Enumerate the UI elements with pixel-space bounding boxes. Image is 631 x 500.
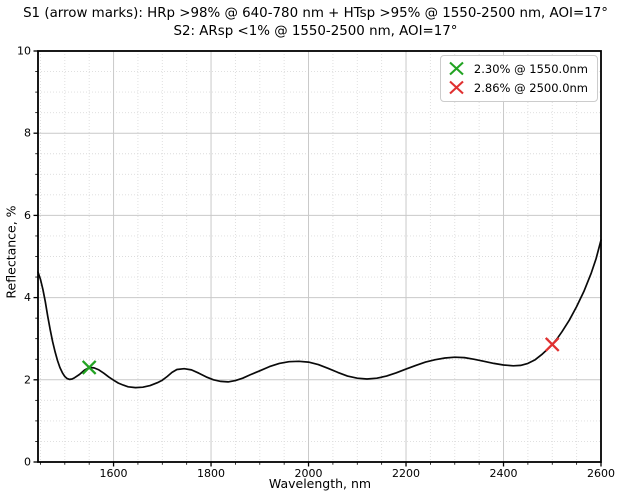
minor-gridlines: [38, 51, 601, 462]
chart-title-line2: S2: ARsp <1% @ 1550-2500 nm, AOI=17°: [173, 24, 458, 39]
svg-text:8: 8: [24, 127, 31, 140]
chart-title-line1: S1 (arrow marks): HRp >98% @ 640-780 nm …: [23, 6, 608, 21]
axes-spines-and-ticks: [33, 50, 602, 467]
svg-text:1600: 1600: [100, 467, 128, 480]
legend-label: 2.86% @ 2500.0nm: [473, 80, 588, 95]
svg-text:4: 4: [24, 291, 31, 304]
svg-text:2200: 2200: [392, 467, 420, 480]
svg-text:2600: 2600: [587, 467, 615, 480]
marker-points: [81, 337, 560, 375]
svg-text:6: 6: [24, 209, 31, 222]
legend-row: 2.30% @ 1550.0nm: [448, 59, 588, 78]
reflectance-curve: [37, 239, 602, 389]
legend: 2.30% @ 1550.0nm 2.86% @ 2500.0nm: [439, 55, 598, 102]
x-marker-icon: [449, 61, 464, 76]
x-axis-label: Wavelength, nm: [268, 476, 372, 491]
svg-text:2000: 2000: [295, 467, 323, 480]
svg-text:2400: 2400: [490, 467, 518, 480]
legend-label: 2.30% @ 1550.0nm: [473, 61, 588, 76]
y-axis-label: Reflectance, %: [3, 205, 19, 299]
svg-text:2: 2: [24, 373, 31, 386]
tick-labels: 1600 1800 2000 2200 2400 2600 0 2 4 6 8 10: [17, 45, 615, 481]
svg-text:1800: 1800: [197, 467, 225, 480]
svg-text:0: 0: [24, 456, 31, 469]
x-marker-icon: [449, 80, 464, 95]
legend-row: 2.86% @ 2500.0nm: [448, 78, 588, 97]
svg-text:10: 10: [17, 45, 31, 58]
